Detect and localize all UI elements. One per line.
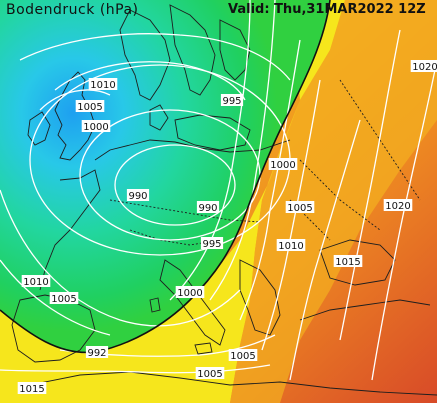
- isobar-label-bg: [276, 239, 306, 251]
- isobar-label-bg: [17, 382, 47, 394]
- isobar-label-bg: [228, 349, 258, 361]
- isobar-labels: 1010100510009959909909951000100510101015…: [17, 60, 437, 395]
- isobar-label: 1020: [412, 62, 437, 73]
- isobar-label: 990: [128, 191, 147, 202]
- isobar-label: 1010: [278, 241, 303, 252]
- isobar-label-bg: [126, 189, 150, 201]
- isobar-label: 992: [87, 348, 106, 359]
- isobar-label-bg: [21, 275, 51, 287]
- map-title: Bodendruck (hPa): [6, 2, 139, 18]
- isobar-label: 1020: [385, 201, 410, 212]
- valid-time: Valid: Thu,31MAR2022 12Z: [228, 2, 426, 17]
- isobar-label-bg: [200, 237, 224, 249]
- isobar-label: 1005: [77, 102, 102, 113]
- isobar-label: 1005: [230, 351, 255, 362]
- isobar-label: 1010: [90, 80, 115, 91]
- isobar-label-bg: [333, 255, 363, 267]
- isobar-label-bg: [410, 60, 437, 72]
- low-pressure-field: [0, 0, 330, 353]
- isobar-label-bg: [220, 94, 244, 106]
- isobar-label: 1015: [19, 384, 44, 395]
- isobar-label-bg: [285, 201, 315, 213]
- isobar-label: 995: [202, 239, 221, 250]
- isobar-label-bg: [75, 100, 105, 112]
- isobar-label: 1015: [335, 257, 360, 268]
- isobar-label-bg: [268, 158, 298, 170]
- isobar-label-bg: [383, 199, 413, 211]
- isobar-label-bg: [175, 286, 205, 298]
- isobar-label-bg: [88, 78, 118, 90]
- isobars: [0, 0, 437, 380]
- isobar-label: 1010: [23, 277, 48, 288]
- isobar-label: 1000: [177, 288, 202, 299]
- isobar-label: 1000: [270, 160, 295, 171]
- isobar-label: 995: [222, 96, 241, 107]
- isobar-label: 1000: [83, 122, 108, 133]
- isobar-label-bg: [49, 292, 79, 304]
- orange-band: [230, 0, 437, 403]
- isobar-label: 1005: [51, 294, 76, 305]
- isobar-label: 1005: [197, 369, 222, 380]
- isobar-label: 1005: [287, 203, 312, 214]
- isobar-label-bg: [196, 201, 220, 213]
- isobar-label-bg: [195, 367, 225, 379]
- isobar-label-bg: [85, 346, 109, 358]
- isobar-label-bg: [81, 120, 111, 132]
- isobar-label: 990: [198, 203, 217, 214]
- boundary-contour: [0, 0, 331, 354]
